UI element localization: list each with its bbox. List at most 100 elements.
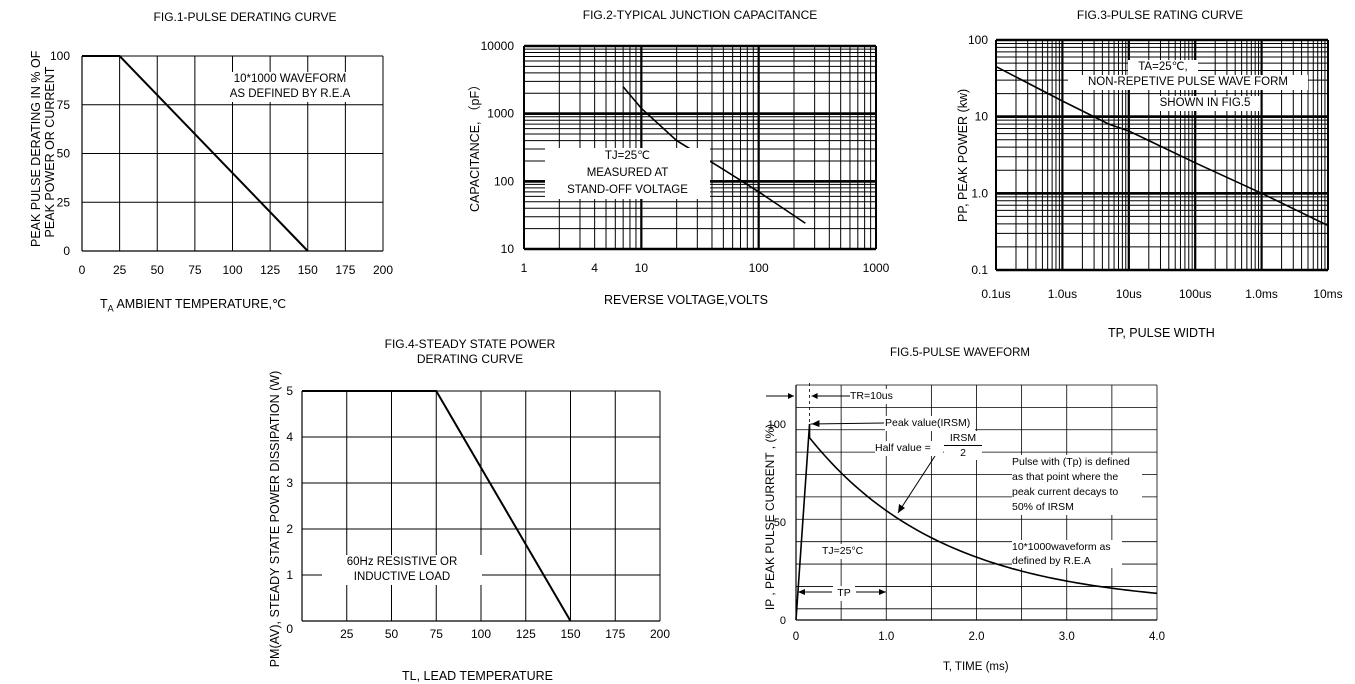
fig5-peak-pointer (810, 422, 885, 425)
fig3-y-tick-label: 1.0 (971, 186, 988, 200)
fig4-note: 60Hz RESISTIVE OR INDUCTIVE LOAD (322, 555, 482, 585)
fig2-x-tick-label: 10 (635, 261, 649, 275)
fig1-x-tick-label: 25 (113, 263, 127, 277)
fig5-wave-note: 10*1000waveform as defined by R.E.A (1012, 540, 1122, 568)
fig2-y-tick-label: 100 (494, 174, 514, 188)
fig2-note-line3: STAND-OFF VOLTAGE (567, 184, 688, 196)
fig1-xlabel-rest: AMBIENT TEMPERATURE,℃ (113, 297, 287, 311)
fig5-tp-arrowhead-left (798, 589, 805, 595)
fig2-x-tick-label: 4 (591, 261, 598, 275)
fig2-x-axis-label: REVERSE VOLTAGE,VOLTS (604, 293, 768, 307)
fig1-title: FIG.1-PULSE DERATING CURVE (153, 10, 337, 24)
fig4-y-tick-label: 3 (286, 476, 293, 490)
fig5-series-line (795, 423, 1158, 621)
fig2-note-line1: TJ=25℃ (604, 150, 651, 162)
fig5-y-tick-label: 50 (774, 517, 786, 529)
fig5-tp-arrowhead-right (879, 589, 886, 595)
fig5-half-pointer (897, 455, 936, 514)
fig5-tj-label: TJ=25°C (822, 544, 877, 559)
fig1-xlabel-sub: A (107, 303, 114, 314)
fig1-x-tick-label: 200 (373, 263, 393, 277)
fig5-x-axis-label: T, TIME (ms) (943, 661, 1009, 673)
fig2-note: TJ=25℃ MEASURED AT STAND-OFF VOLTAGE (545, 148, 710, 199)
fig2-x-tick-label: 1000 (863, 261, 890, 275)
fig5-tr-label: TR=10us (850, 389, 902, 404)
fig4-y-tick-label: 0 (286, 622, 293, 636)
fig5-x-tick-label: 3.0 (1059, 631, 1075, 643)
fig3-note-c: SHOWN IN FIG.5 (1150, 96, 1260, 111)
fig3-title: FIG.3-PULSE RATING CURVE (1076, 8, 1244, 22)
fig4-title-line2: DERATING CURVE (416, 352, 524, 366)
fig1-x-tick-label: 0 (79, 263, 86, 277)
fig5-x-tick-label: 2.0 (969, 631, 985, 643)
fig5-peak-label: Peak value(IRSM) (885, 416, 975, 431)
fig1-y-tick-label: 50 (57, 147, 71, 161)
fig5-tr-arrowhead-left (788, 393, 794, 399)
fig2-title: FIG.2-TYPICAL JUNCTION CAPACITANCE (582, 8, 818, 22)
fig2-x-tick-label: 100 (749, 261, 769, 275)
fig3-x-tick-label: 0.1us (981, 287, 1010, 301)
fig1-x-tick-label: 100 (222, 263, 242, 277)
fig5-def-line4: 50% of IRSM (1012, 501, 1074, 513)
fig5-half-den: 2 (960, 447, 966, 459)
fig3-x-axis-label: TP, PULSE WIDTH (1108, 326, 1215, 340)
fig3-y-tick-label: 10 (975, 110, 989, 124)
fig5-wave-line1: 10*1000waveform as (1012, 541, 1111, 553)
fig1-y-tick-label: 100 (50, 49, 70, 63)
fig5-x-tick-label: 4.0 (1149, 631, 1165, 643)
fig3-note-b: NON-REPETIVE PULSE WAVE FORM (1068, 75, 1308, 90)
fig5-half-num: IRSM (944, 431, 982, 446)
fig3-series-line (995, 65, 1329, 227)
fig4-y-tick-label: 4 (286, 430, 293, 444)
fig4-x-tick-label: 175 (605, 627, 625, 641)
fig5-tp-label: TP (833, 586, 855, 601)
fig5-def-line2: as that point where the (1012, 471, 1119, 483)
fig5-half-fraction: IRSM 2 (944, 431, 982, 460)
fig5-half-arrowhead (898, 504, 905, 513)
fig1-y-tick-label: 25 (57, 195, 71, 209)
fig4-x-tick-label: 50 (385, 627, 399, 641)
fig3-note-a: TA=25℃, (1128, 60, 1198, 75)
fig5-x-tick-label: 1.0 (878, 631, 894, 643)
fig4-x-axis-label: TL, LEAD TEMPERATURE (402, 669, 553, 683)
fig5-peak-arrowhead (811, 420, 820, 427)
fig4-title-line1: FIG.4-STEADY STATE POWER (384, 337, 556, 351)
fig5-wave-line2: defined by R.E.A (1012, 555, 1091, 567)
fig1-note-line2: AS DEFINED BY R.E.A (229, 88, 351, 100)
fig4-note-line2: INDUCTIVE LOAD (353, 571, 451, 583)
fig1-y-tick-label: 75 (57, 98, 71, 112)
fig5-half-label: Half value = (875, 441, 943, 456)
fig4-x-tick-label: 75 (430, 627, 444, 641)
fig2-y-tick-label: 10000 (481, 39, 515, 53)
fig5-title: FIG.5-PULSE WAVEFORM (890, 347, 1030, 359)
fig4-x-tick-label: 100 (471, 627, 491, 641)
fig4-series-line (302, 390, 572, 622)
fig4-y-tick-label: 1 (286, 568, 293, 582)
fig5-tr-arrowhead-right (811, 393, 818, 399)
fig5-def-line1: Pulse with (Tp) is defined (1012, 456, 1130, 468)
fig1-x-tick-label: 175 (335, 263, 355, 277)
fig5-y-tick-label: 100 (768, 419, 786, 431)
fig1-y-tick-label: 0 (63, 244, 70, 258)
fig1-x-tick-label: 150 (298, 263, 318, 277)
fig3-x-tick-label: 100us (1179, 287, 1212, 301)
fig1-xlabel-prefix: T (100, 297, 108, 311)
fig3-y-tick-label: 100 (968, 33, 988, 47)
fig4-x-tick-label: 125 (516, 627, 536, 641)
fig2-y-tick-label: 10 (501, 242, 515, 256)
fig2-y-tick-label: 1000 (487, 107, 514, 121)
fig3-x-tick-label: 10ms (1313, 287, 1342, 301)
fig3-x-tick-label: 1.0ms (1245, 287, 1278, 301)
fig4-x-tick-label: 150 (560, 627, 580, 641)
fig1-x-axis-label: TA AMBIENT TEMPERATURE,℃ (100, 298, 286, 314)
fig1-x-tick-label: 75 (188, 263, 202, 277)
fig5-definition: Pulse with (Tp) is defined as that point… (1012, 455, 1142, 515)
fig4-title: FIG.4-STEADY STATE POWER DERATING CURVE (330, 337, 610, 367)
fig5-x-tick-label: 0 (793, 631, 799, 643)
fig5-y-tick-label: 0 (780, 615, 786, 627)
fig1-x-tick-label: 125 (260, 263, 280, 277)
